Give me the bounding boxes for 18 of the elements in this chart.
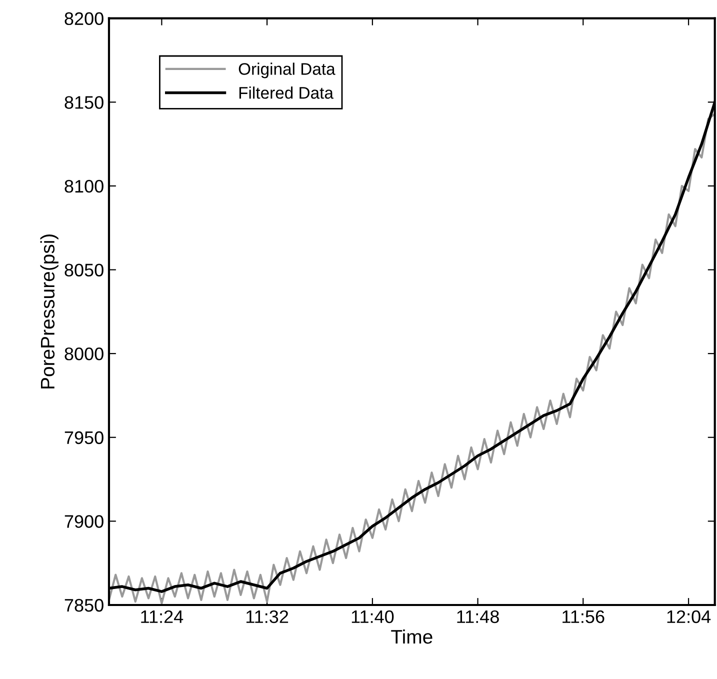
legend-label: Original Data [238,62,336,78]
x-tick-label: 11:24 [141,610,184,623]
y-tick-label: 8100 [64,180,104,193]
x-tick-label: 11:40 [352,610,394,624]
y-axis-title: PorePressure(psi) [40,234,58,388]
y-tick-label: 7850 [64,598,104,612]
x-tick-label: 11:48 [457,610,499,624]
legend-label: Filtered Data [239,86,334,99]
x-axis-title: Time [391,629,432,644]
x-tick-label: 11:32 [246,610,288,624]
y-tick-label: 7900 [64,515,104,528]
x-tick-label: 12:04 [667,610,711,624]
y-tick-label: 8000 [64,348,104,360]
y-tick-label: 8150 [64,96,104,109]
y-tick-label: 8050 [64,264,104,276]
y-tick-label: 8200 [64,12,104,26]
x-tick-label: 11:56 [562,610,604,624]
y-tick-label: 7950 [64,431,104,444]
